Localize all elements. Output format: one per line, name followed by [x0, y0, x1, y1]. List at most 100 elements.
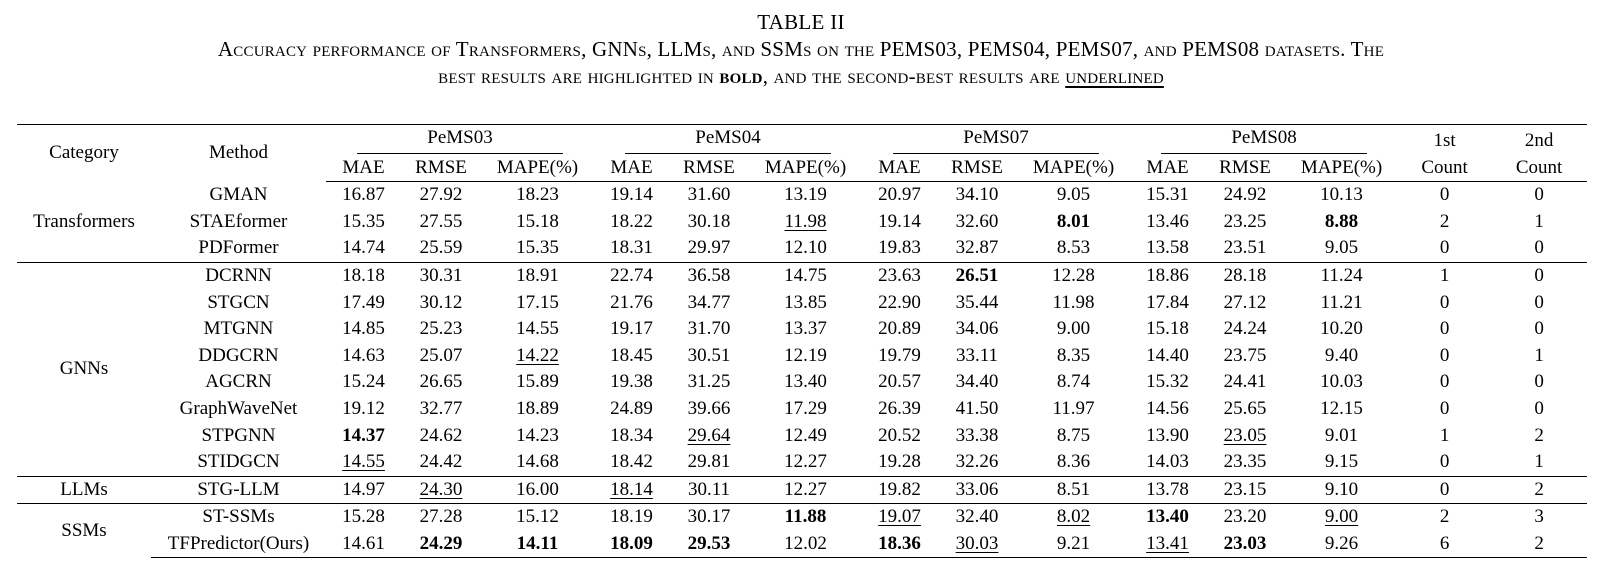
value-cell: 19.79 — [862, 343, 937, 370]
metric-value: 31.25 — [687, 371, 731, 393]
metric-value: 14.63 — [342, 344, 385, 366]
table-row: GraphWaveNet 19.12 32.77 18.89 24.89 39.66 17.… — [17, 396, 1587, 423]
value-cell: 9.40 — [1285, 343, 1398, 370]
value-cell: 23.03 — [1205, 530, 1286, 559]
count-value: 0 — [1439, 398, 1450, 420]
value-cell: 14.74 — [326, 235, 401, 262]
metric-value: 11.98 — [784, 210, 827, 232]
method-cell: GMAN — [209, 184, 268, 206]
metric-value: 15.35 — [342, 210, 385, 232]
metric-value: 8.75 — [1056, 424, 1091, 446]
metric-value: 11.88 — [784, 506, 827, 528]
metric-value: 15.31 — [1146, 184, 1189, 206]
value-cell: 18.86 — [1130, 261, 1206, 290]
value-cell: 18.31 — [594, 235, 669, 262]
count-value: 0 — [1439, 184, 1450, 206]
metric-value: 13.46 — [1146, 210, 1189, 232]
value-cell: 17.49 — [326, 289, 401, 316]
metric-value: 32.60 — [955, 210, 999, 232]
metric-value: 14.74 — [342, 237, 385, 259]
value-cell: 0 — [1491, 235, 1587, 262]
metric-value: 18.42 — [610, 451, 653, 473]
metric-value: 17.49 — [342, 291, 385, 313]
metric-value: 8.74 — [1056, 371, 1091, 393]
count-value: 1 — [1439, 424, 1450, 446]
table-row: TFPredictor(Ours) 14.61 24.29 14.11 18.09 29.… — [17, 530, 1588, 559]
metric-value: 14.55 — [516, 318, 559, 340]
count-value: 0 — [1439, 371, 1450, 393]
method-cell: PDFormer — [198, 237, 279, 259]
metric-value: 29.64 — [687, 424, 731, 446]
count-value: 0 — [1534, 237, 1544, 259]
value-cell: 23.05 — [1205, 422, 1285, 449]
metric-value: 8.02 — [1056, 506, 1091, 528]
value-cell: 14.40 — [1130, 343, 1205, 370]
metric-value: 23.35 — [1223, 451, 1267, 473]
metric-value: 14.85 — [342, 318, 385, 340]
count-value: 0 — [1439, 291, 1450, 313]
value-cell: 13.78 — [1130, 475, 1206, 504]
value-cell: 1 — [1491, 449, 1587, 476]
value-cell: 12.27 — [749, 449, 862, 476]
metric-value: 8.88 — [1324, 210, 1359, 232]
metric-value: 29.53 — [687, 533, 731, 555]
metric-value: 17.15 — [516, 291, 559, 313]
metric-value: 12.28 — [1052, 265, 1095, 287]
value-cell: 12.28 — [1017, 261, 1131, 290]
count-value: 2 — [1439, 506, 1450, 528]
metric-value: 15.12 — [516, 506, 559, 528]
value-cell: 13.46 — [1130, 209, 1205, 236]
metric-value: 34.06 — [955, 318, 999, 340]
value-cell: 39.66 — [669, 396, 749, 423]
metric-value: 14.22 — [516, 344, 559, 366]
metric-value: 25.07 — [419, 344, 463, 366]
metric-value: 39.66 — [687, 398, 731, 420]
metric-value: 33.38 — [955, 424, 999, 446]
metric-value: 18.23 — [516, 184, 559, 206]
value-cell: 17.29 — [749, 396, 862, 423]
value-cell: 24.92 — [1205, 182, 1285, 209]
metric-value: 23.63 — [878, 265, 921, 287]
method-cell: DDGCRN — [198, 344, 279, 366]
value-cell: 0 — [1398, 316, 1491, 343]
value-cell: 18.36 — [862, 530, 938, 559]
value-cell: 23.25 — [1205, 209, 1285, 236]
value-cell: 9.00 — [1017, 316, 1130, 343]
second-count-header-line2: Count — [1491, 154, 1588, 182]
metric-value: 15.28 — [342, 506, 385, 528]
value-cell: 30.31 — [401, 261, 481, 290]
metric-value: 9.40 — [1324, 344, 1359, 366]
value-cell: 29.97 — [669, 235, 749, 262]
value-cell: 25.07 — [401, 343, 481, 370]
caption-bold-word: bold — [719, 64, 763, 88]
metric-value: 14.61 — [342, 533, 385, 555]
metric-value: 27.55 — [419, 210, 463, 232]
value-cell: 14.85 — [326, 316, 401, 343]
method-cell: MTGNN — [203, 318, 274, 340]
metric-value: 9.21 — [1056, 533, 1091, 555]
metric-value: 34.77 — [687, 291, 731, 313]
metric-value: 31.60 — [687, 184, 731, 206]
metric-value: 32.26 — [955, 451, 999, 473]
table-row: Transformers GMAN 16.87 27.92 18.23 19.14 31.6… — [17, 182, 1587, 232]
metric-header: RMSE — [1205, 154, 1286, 182]
method-cell: TFPredictor(Ours) — [151, 530, 326, 559]
metric-value: 26.51 — [955, 265, 999, 287]
value-cell: 24.42 — [401, 449, 481, 476]
method-header: Method — [151, 124, 326, 182]
value-cell: 34.06 — [937, 316, 1017, 343]
value-cell: 19.14 — [594, 182, 669, 209]
count-value: 0 — [1439, 478, 1450, 500]
count-value: 0 — [1439, 344, 1450, 366]
value-cell: 19.83 — [862, 235, 937, 262]
count-value: 0 — [1534, 291, 1544, 313]
value-cell: 9.01 — [1285, 422, 1398, 449]
metric-value: 12.49 — [784, 424, 827, 446]
value-cell: 11.88 — [749, 503, 863, 531]
value-cell: 14.75 — [749, 261, 863, 290]
value-cell: 18.14 — [594, 475, 670, 504]
method-cell: STGCN — [207, 291, 270, 313]
metric-value: 33.06 — [955, 478, 999, 500]
value-cell: 24.89 — [594, 396, 669, 423]
metric-header: RMSE — [669, 154, 750, 182]
